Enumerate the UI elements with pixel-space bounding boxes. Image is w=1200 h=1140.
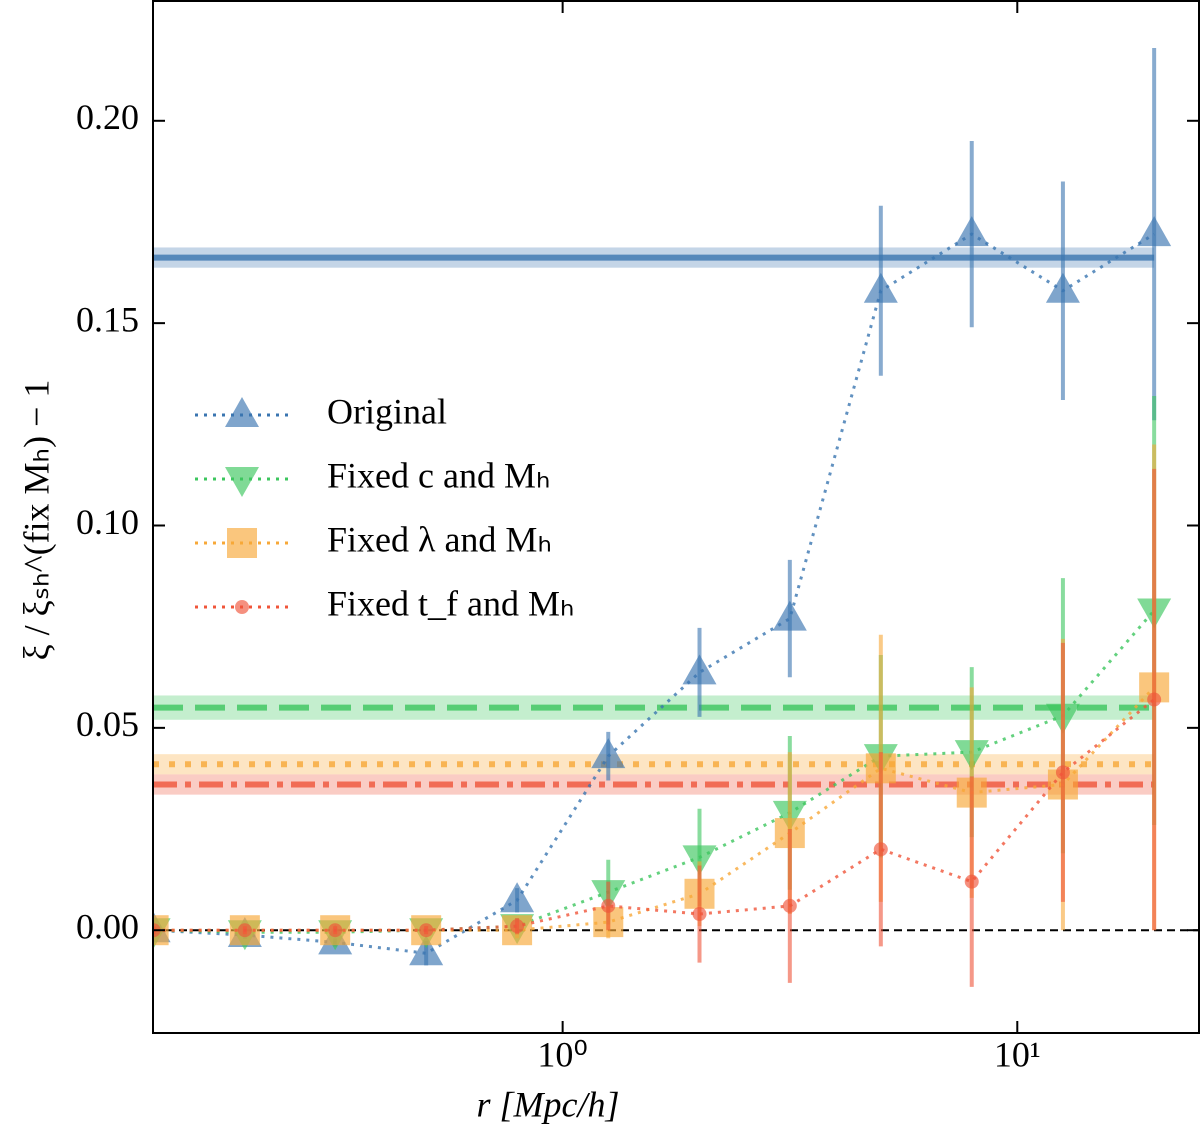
marker [500,882,535,913]
marker [863,272,898,303]
series-line [153,686,1156,932]
marker [682,654,717,685]
x-tick-label: 10⁰ [537,1034,587,1074]
x-tick-label: 10¹ [994,1034,1041,1074]
marker [510,919,525,934]
marker [782,898,797,913]
plot-frame [152,0,1200,1034]
hline-band [153,774,1155,795]
marker [964,874,979,889]
legend-label: Fixed λ and Mₕ [327,519,552,559]
marker [1055,765,1070,780]
marker [1045,272,1080,303]
hline-band [153,695,1155,720]
y-tick-label: 0.05 [76,704,139,744]
legend-marker [227,528,257,558]
marker [682,845,717,876]
y-axis-label: ξ / ξₛₕ^(fix Mₕ) − 1 [16,380,56,661]
marker [772,600,807,631]
y-tick-label: 0.20 [76,97,139,137]
marker [692,907,707,922]
marker [954,216,989,247]
series-line [153,698,1156,932]
legend-marker [235,600,249,614]
legend-label: Fixed t_f and Mₕ [327,583,575,623]
series-line [153,609,1156,934]
marker [237,923,252,938]
marker [419,923,434,938]
marker [591,738,626,769]
legend-label: Fixed c and Mₕ [327,455,551,495]
legend-label: Original [327,391,447,431]
series-line [153,232,1155,955]
marker [1147,692,1162,707]
y-tick-label: 0.10 [76,502,139,542]
marker [601,898,616,913]
marker [328,923,343,938]
y-tick-label: 0.15 [76,299,139,339]
marker [409,935,444,966]
plot-area [153,47,1199,987]
marker [1137,216,1172,247]
legend-marker [225,397,259,427]
x-axis-label: r [Mpc/h] [477,1084,620,1124]
marker [873,842,888,857]
y-tick-label: 0.00 [76,906,139,946]
legend-marker [225,467,259,497]
